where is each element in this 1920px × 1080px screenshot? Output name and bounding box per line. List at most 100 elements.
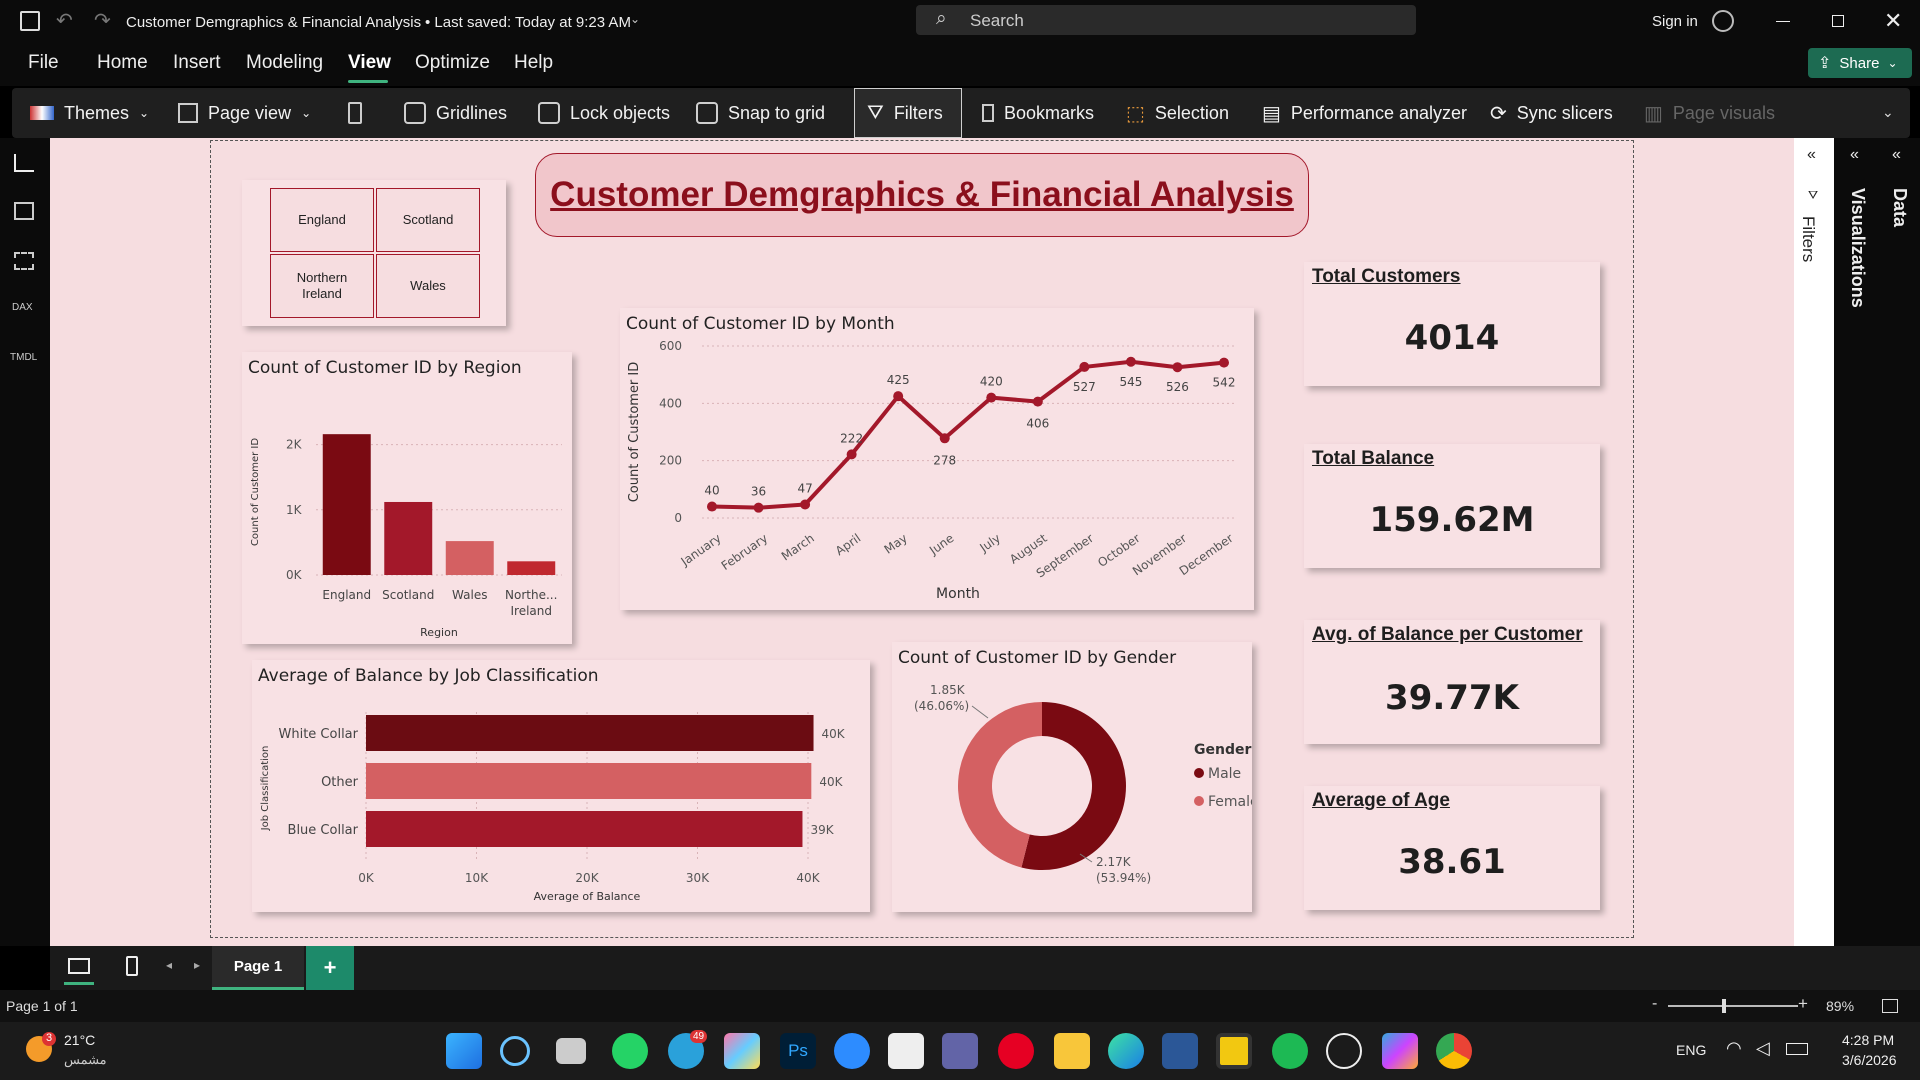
gridlines-checkbox[interactable]: Gridlines [404, 88, 507, 138]
zoom-icon[interactable] [834, 1033, 870, 1069]
slicer-scotland[interactable]: Scotland [376, 188, 480, 252]
menu-optimize[interactable]: Optimize [415, 52, 490, 73]
table-view-icon[interactable] [14, 202, 34, 220]
page-view-button[interactable]: Page view ⌄ [178, 88, 311, 138]
data-point [753, 502, 764, 513]
gender-chart-card[interactable]: Count of Customer ID by Gender 2.17K (53.… [892, 642, 1252, 912]
themes-icon [30, 106, 54, 120]
model-view-icon[interactable] [14, 252, 34, 270]
kpi-avg-balance[interactable]: Avg. of Balance per Customer 39.77K [1304, 620, 1600, 744]
expand-chevron-icon[interactable]: « [1807, 146, 1816, 163]
slicer-england[interactable]: England [270, 188, 374, 252]
x-tick-label: January [678, 531, 724, 569]
x-tick-label: July [976, 531, 1003, 555]
add-page-button[interactable]: + [306, 946, 354, 990]
power-bi-icon[interactable] [1216, 1033, 1252, 1069]
user-avatar-icon[interactable] [1712, 10, 1734, 32]
sign-in-link[interactable]: Sign in [1652, 13, 1698, 30]
search-box[interactable]: ⌕ Search [916, 5, 1416, 35]
data-label: 47 [797, 482, 812, 496]
photoshop-icon[interactable]: Ps [780, 1033, 816, 1069]
volume-icon[interactable]: ◁ [1756, 1038, 1770, 1058]
zoom-out-button[interactable]: - [1652, 995, 1658, 1012]
mobile-layout-icon[interactable] [126, 956, 138, 976]
job-chart-card[interactable]: Average of Balance by Job Classification… [252, 660, 870, 912]
menu-file[interactable]: File [28, 52, 59, 73]
menu-insert[interactable]: Insert [173, 52, 221, 73]
bar [445, 541, 494, 575]
themes-button[interactable]: Themes ⌄ [30, 88, 149, 138]
menu-help[interactable]: Help [514, 52, 554, 73]
task-view-icon[interactable] [556, 1038, 586, 1064]
kpi-total-customers[interactable]: Total Customers 4014 [1304, 262, 1600, 386]
slicer-wales[interactable]: Wales [376, 254, 480, 318]
expand-chevron-icon[interactable]: « [1892, 146, 1901, 163]
undo-icon[interactable]: ↶ [56, 10, 73, 32]
store-icon[interactable] [888, 1033, 924, 1069]
close-icon[interactable]: ✕ [1884, 8, 1903, 33]
bar [366, 811, 803, 847]
next-page-icon[interactable]: ▸ [194, 958, 201, 972]
zoom-slider-thumb[interactable] [1722, 999, 1726, 1013]
kpi-average-age[interactable]: Average of Age 38.61 [1304, 786, 1600, 910]
bar [366, 763, 812, 799]
ribbon-expand-icon[interactable]: ⌄ [1882, 104, 1894, 120]
sync-slicers-button[interactable]: ⟳ Sync slicers [1490, 88, 1613, 138]
spotify-icon[interactable] [1272, 1033, 1308, 1069]
fit-page-icon[interactable] [1882, 999, 1898, 1013]
file-explorer-icon[interactable] [1054, 1033, 1090, 1069]
lock-objects-checkbox[interactable]: Lock objects [538, 88, 670, 138]
zoom-in-button[interactable]: + [1798, 994, 1808, 1013]
pinterest-icon[interactable] [998, 1033, 1034, 1069]
word-icon[interactable] [1162, 1033, 1198, 1069]
language-indicator[interactable]: ENG [1676, 1042, 1707, 1058]
snap-to-grid-checkbox[interactable]: Snap to grid [696, 88, 825, 138]
zoom-slider[interactable] [1668, 999, 1798, 1013]
clock-date[interactable]: 3/6/2026 [1842, 1052, 1897, 1068]
slicer-northern-ireland[interactable]: Northern Ireland [270, 254, 374, 318]
edge-icon[interactable] [1108, 1033, 1144, 1069]
report-view-icon[interactable] [14, 154, 34, 172]
chevron-down-icon[interactable]: ⌄ [630, 12, 641, 26]
copilot-icon[interactable] [724, 1033, 760, 1069]
selection-button[interactable]: ⬚ Selection [1126, 88, 1229, 138]
share-button[interactable]: ⇪ Share ⌄ [1808, 48, 1912, 78]
expand-chevron-icon[interactable]: « [1850, 146, 1859, 163]
tab-page-1[interactable]: Page 1 [212, 946, 304, 990]
mobile-layout-button[interactable] [348, 88, 362, 138]
save-icon[interactable] [20, 11, 40, 31]
data-pane-tab[interactable]: « Data [1880, 138, 1920, 946]
page-tabs-bar: ◂ ▸ Page 1 + [50, 946, 1920, 990]
month-chart-card[interactable]: Count of Customer ID by Month 0 200 400 600… [620, 308, 1254, 610]
visualizations-pane-tab[interactable]: « Visualizations [1838, 138, 1878, 946]
bookmarks-button[interactable]: Bookmarks [982, 88, 1094, 138]
battery-icon[interactable] [1786, 1043, 1808, 1055]
x-tick-label: 30K [686, 871, 710, 885]
chatgpt-icon[interactable] [1326, 1033, 1362, 1069]
clock-time[interactable]: 4:28 PM [1842, 1032, 1895, 1048]
filters-pane-tab[interactable]: « ⛛ Filters [1794, 138, 1834, 946]
whatsapp-icon[interactable] [612, 1033, 648, 1069]
prev-page-icon[interactable]: ◂ [166, 958, 173, 972]
minimize-icon[interactable] [1776, 21, 1790, 22]
legend-swatch [1194, 796, 1204, 806]
maximize-icon[interactable] [1832, 15, 1844, 27]
menu-modeling[interactable]: Modeling [246, 52, 324, 73]
performance-analyzer-button[interactable]: ▤ Performance analyzer [1262, 88, 1467, 138]
tmdl-view-icon[interactable]: TMDL [10, 352, 38, 363]
menu-view[interactable]: View [348, 52, 391, 73]
teams-icon[interactable] [942, 1033, 978, 1069]
search-icon[interactable] [500, 1036, 530, 1066]
menu-home[interactable]: Home [97, 52, 148, 73]
filters-pane-button[interactable]: ⛛ Filters [854, 88, 962, 138]
wifi-icon[interactable]: ◠ [1726, 1038, 1742, 1058]
region-chart-card[interactable]: Count of Customer ID by Region 0K 1K 2K Cou… [242, 352, 572, 644]
kpi-total-balance[interactable]: Total Balance 159.62M [1304, 444, 1600, 568]
start-icon[interactable] [446, 1033, 482, 1069]
desktop-layout-icon[interactable] [68, 958, 90, 974]
m365-icon[interactable] [1382, 1033, 1418, 1069]
redo-icon[interactable]: ↷ [94, 10, 111, 32]
chrome-icon[interactable] [1436, 1033, 1472, 1069]
dax-query-icon[interactable]: DAX [12, 302, 33, 313]
weather-widget[interactable]: 3 21°C مشمس [26, 1030, 166, 1072]
